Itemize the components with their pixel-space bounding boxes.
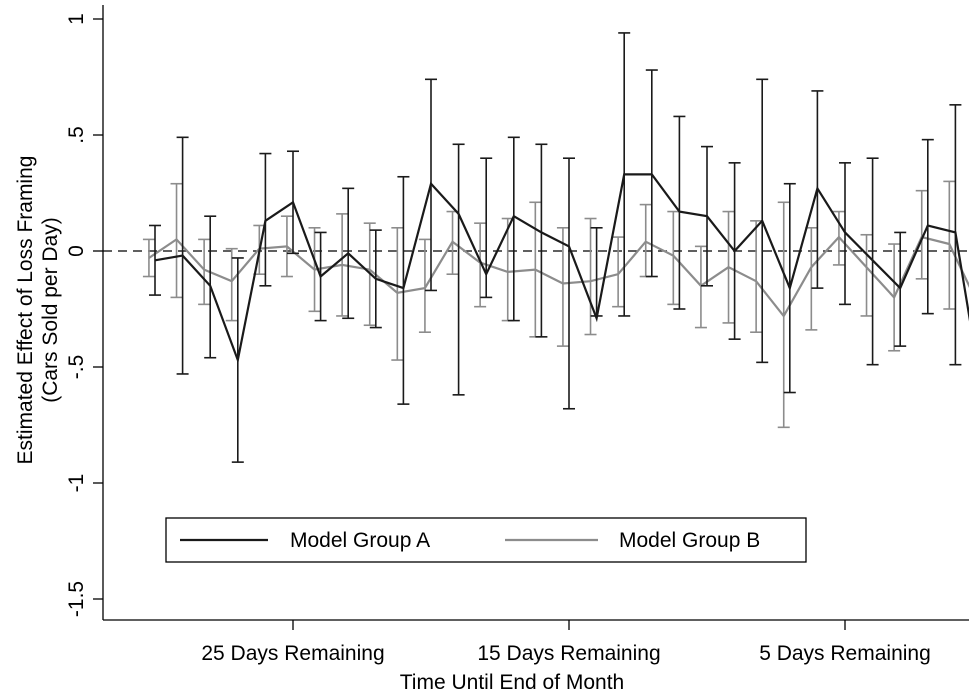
x-tick-label: 15 Days Remaining: [477, 642, 660, 665]
x-tick-label: 25 Days Remaining: [201, 642, 384, 665]
y-tick-label: -.5: [65, 355, 88, 380]
series-a: [149, 32, 969, 463]
y-axis-title-line-2: (Cars Sold per Day): [39, 217, 62, 403]
legend-label-a: Model Group A: [290, 529, 430, 552]
legend-box: [165, 517, 807, 563]
x-axis-title: Time Until End of Month: [400, 671, 624, 694]
legend: Model Group A Model Group B: [165, 517, 807, 563]
y-tick-label: .5: [65, 126, 88, 144]
series-line: [154, 173, 969, 365]
y-tick-label: -1: [65, 474, 88, 493]
y-axis-title-line-1: Estimated Effect of Loss Framing: [14, 156, 37, 465]
axes-layer: 1 .5 0 -.5 -1 -1.5 25 Days Remaining 15 Days Re…: [65, 5, 969, 665]
series-line: [148, 235, 969, 318]
x-tick-label: 5 Days Remaining: [759, 642, 931, 665]
y-tick-label: -1.5: [65, 581, 88, 617]
legend-label-b: Model Group B: [619, 529, 760, 552]
y-tick-label: 0: [65, 245, 88, 257]
series-layer: [142, 32, 969, 463]
y-tick-label: 1: [65, 13, 88, 25]
